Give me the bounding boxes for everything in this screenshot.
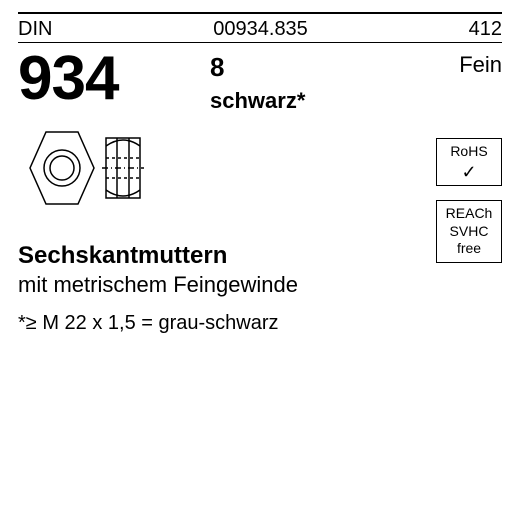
rohs-badge: RoHS ✓ (436, 138, 502, 186)
hexnut-diagram (22, 128, 152, 214)
title-line1: Sechskantmuttern (18, 242, 298, 270)
variant: Fein (459, 52, 502, 78)
title-line2: mit metrischem Feingewinde (18, 272, 298, 298)
right-code: 412 (469, 18, 502, 41)
grade: 8 (210, 52, 224, 83)
reach-line2: SVHC (439, 223, 499, 241)
rohs-label: RoHS (439, 143, 499, 161)
reach-line3: free (439, 240, 499, 258)
finish: schwarz* (210, 88, 305, 114)
mid-rule (18, 42, 502, 43)
title-block: Sechskantmuttern mit metrischem Feingewi… (18, 242, 298, 298)
reach-line1: REACh (439, 205, 499, 223)
top-rule (18, 12, 502, 14)
product-code: 00934.835 (213, 18, 308, 41)
reach-badge: REACh SVHC free (436, 200, 502, 263)
header-row: DIN 00934.835 412 (18, 18, 502, 41)
din-label: DIN (18, 18, 52, 41)
footnote: *≥ M 22 x 1,5 = grau-schwarz (18, 312, 279, 335)
check-icon: ✓ (439, 163, 499, 181)
